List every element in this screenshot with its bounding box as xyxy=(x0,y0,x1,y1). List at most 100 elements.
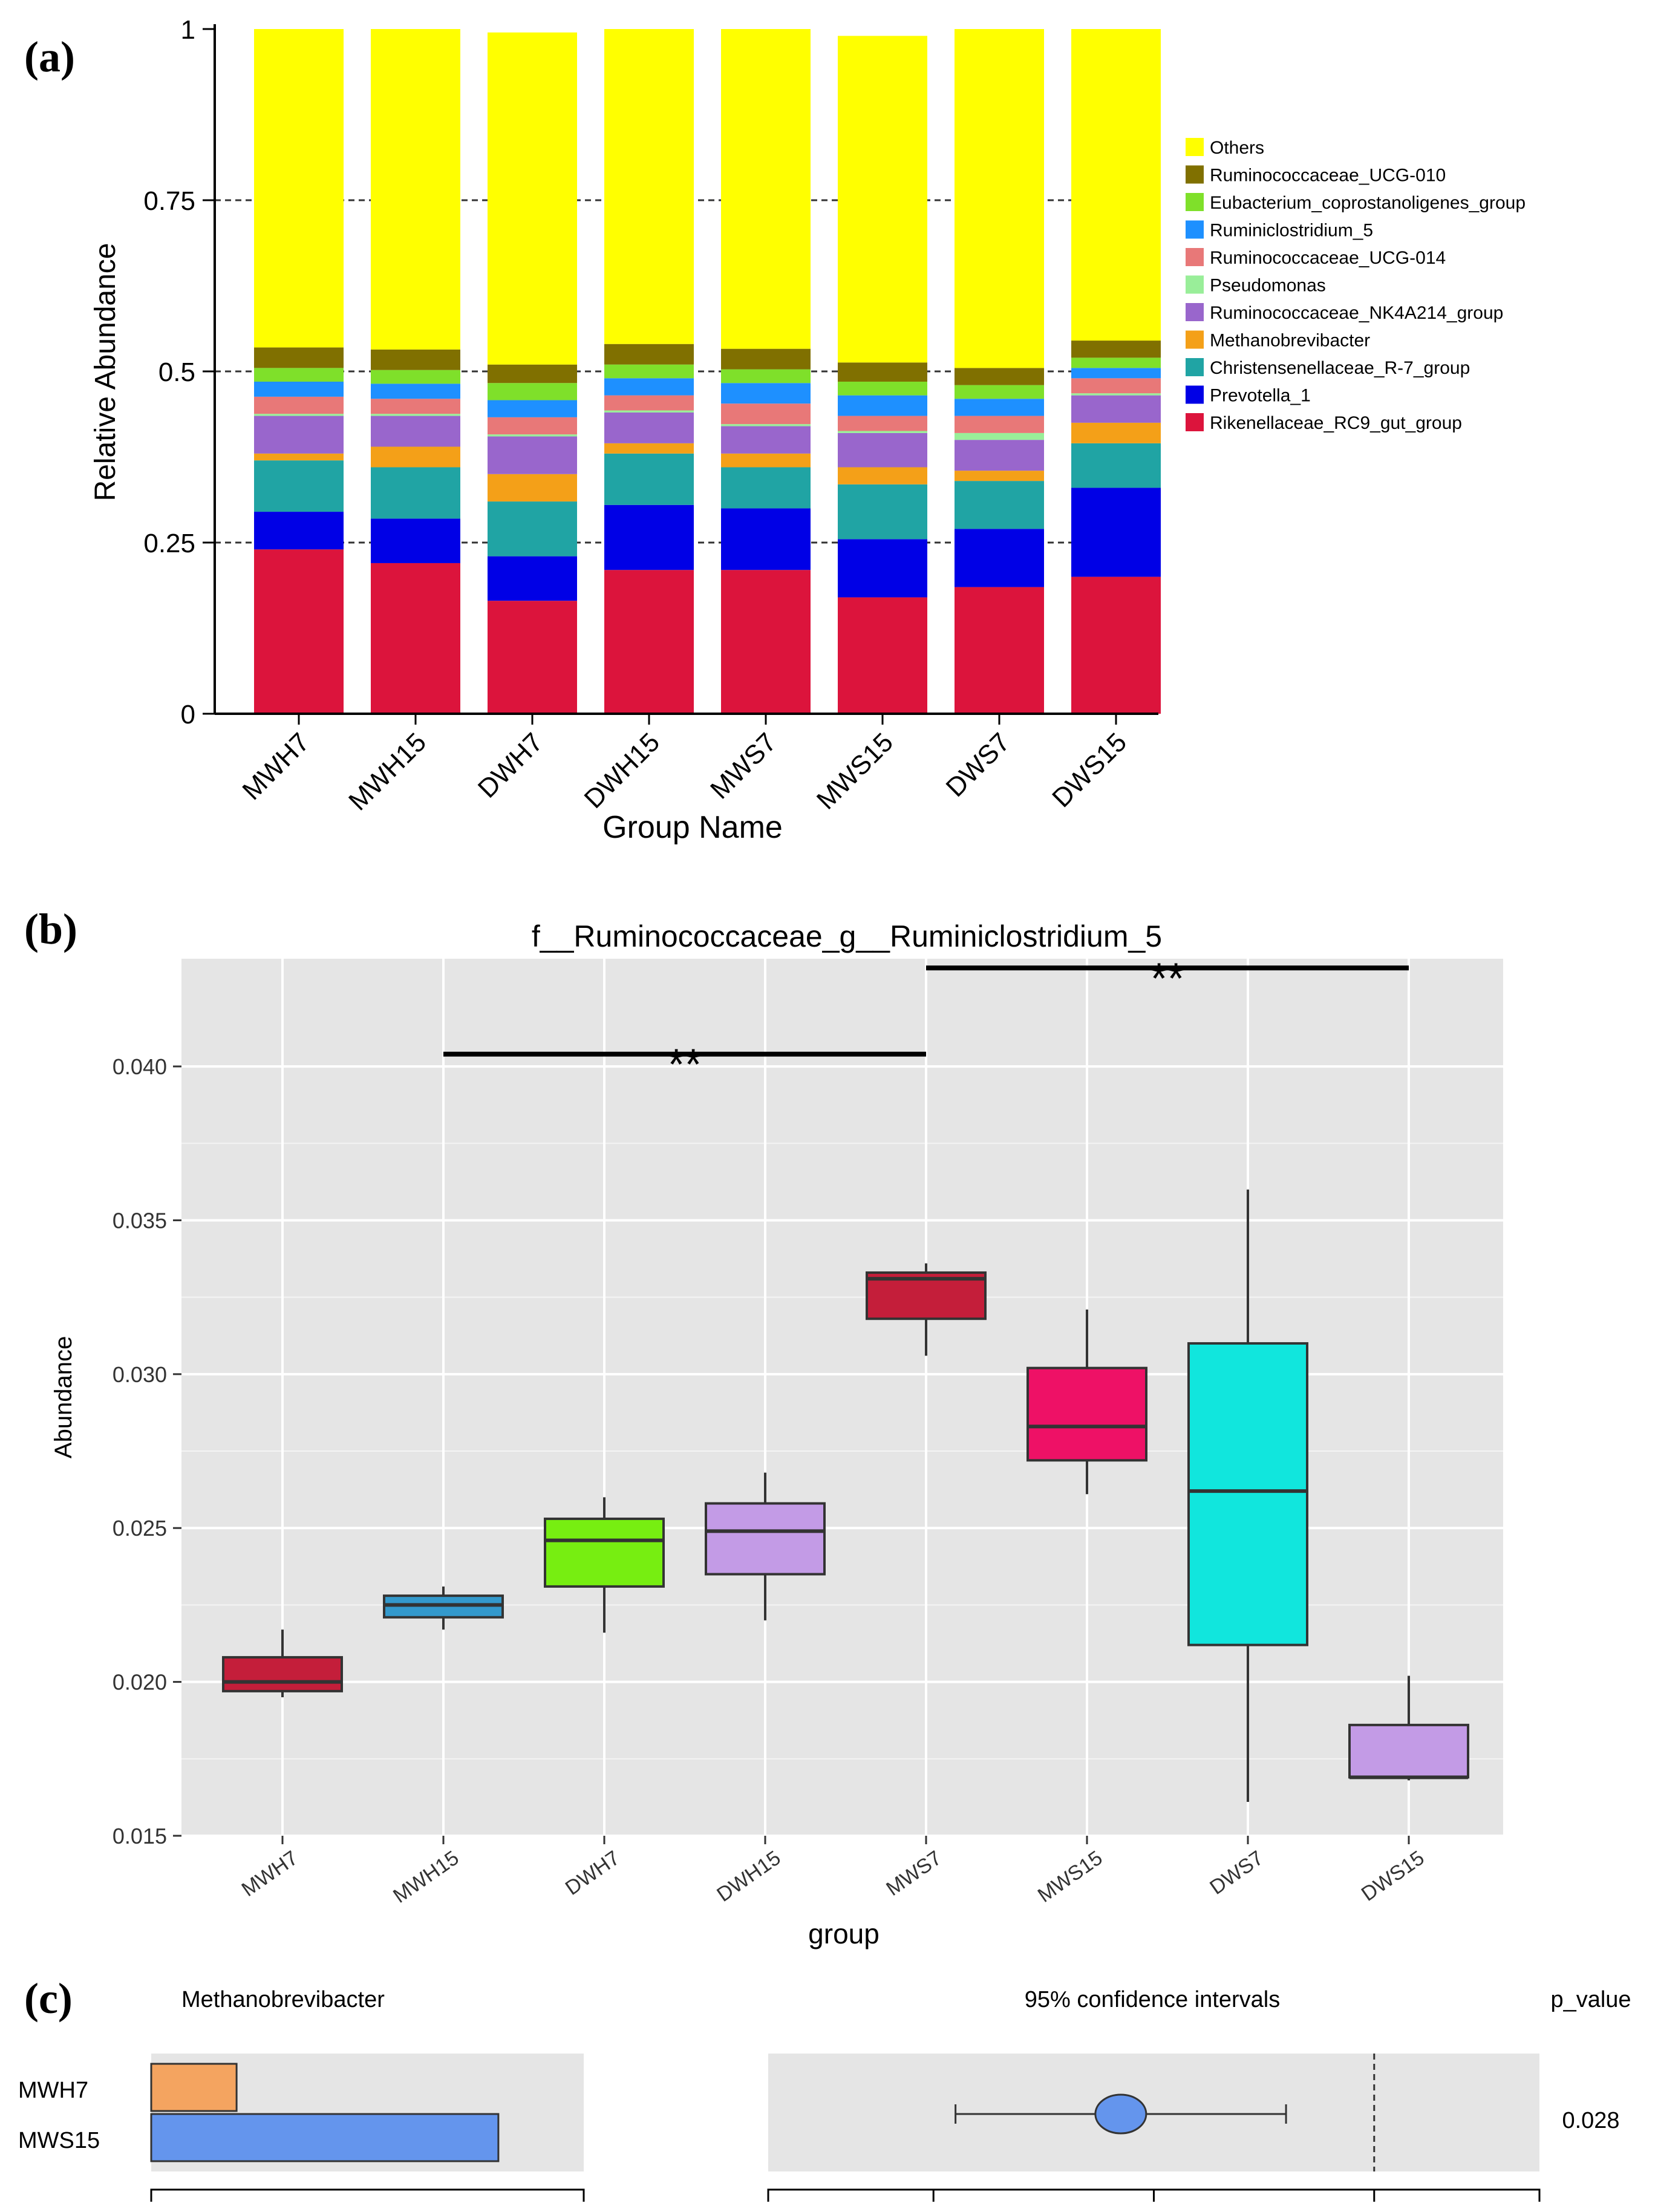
panel-a-legend-label: Methanobrevibacter xyxy=(1210,331,1370,351)
panel-b-box-mwh7 xyxy=(222,1656,343,1692)
panel-a-legend-swatch xyxy=(1186,193,1204,211)
panel-a-bar-segment xyxy=(955,529,1044,587)
panel-b-box-dwh15 xyxy=(705,1502,826,1576)
panel-a-legend-swatch xyxy=(1186,358,1204,376)
panel-a-legend-swatch xyxy=(1186,138,1204,156)
panel-c-title: Methanobrevibacter xyxy=(181,1987,385,2012)
panel-a-stacked-bar-chart: (a) 0 0.25 0.5 0.75 1 MWH7 MWH15 DWH7 DWH15 MWS7… xyxy=(24,15,1526,845)
panel-a-y-axis-label: Relative Abundance xyxy=(90,243,122,501)
panel-a-bar-segment xyxy=(371,518,460,563)
panel-a-bar-segment xyxy=(488,434,577,437)
panel-a-bar-segment xyxy=(955,416,1044,433)
panel-a-legend-swatch xyxy=(1186,413,1204,431)
panel-a-bar-segment xyxy=(604,570,694,714)
panel-c-confidence-interval xyxy=(955,2054,1376,2171)
panel-a-bar-segment xyxy=(838,431,927,433)
panel-a-legend-swatch xyxy=(1186,385,1204,404)
panel-b-y-tick-label: 0.040 xyxy=(113,1054,167,1079)
panel-b-x-tick-label: DWH7 xyxy=(561,1846,624,1900)
panel-a-bar-segment xyxy=(1071,368,1161,379)
panel-a-y-tick-label: 0.75 xyxy=(143,186,195,216)
panel-a-bar-segment xyxy=(254,416,344,454)
panel-a-x-tick-label: DWS15 xyxy=(1046,727,1132,813)
panel-a-bar-segment xyxy=(254,549,344,714)
panel-a-x-ticks: MWH7 MWH15 DWH7 DWH15 MWS7 MWS15 DWS7 DWS15 xyxy=(237,714,1132,816)
panel-a-bar-segment xyxy=(1071,378,1161,394)
panel-a-bar-segment xyxy=(254,29,344,348)
panel-a-bar-segment xyxy=(254,347,344,368)
panel-a-bar-segment xyxy=(955,29,1044,368)
panel-a-bar-segment xyxy=(604,443,694,454)
panel-a-legend-label: Prevotella_1 xyxy=(1210,386,1311,406)
panel-a-x-tick-label: DWS7 xyxy=(941,727,1016,803)
panel-c-ci-background xyxy=(768,2054,1539,2171)
panel-a-bar-segment xyxy=(604,29,694,344)
panel-b-title: f__Ruminococcaceae_g__Ruminiclostridium_… xyxy=(532,919,1162,953)
panel-a-y-tick-label: 0.25 xyxy=(143,529,195,558)
panel-a-bar-segment xyxy=(1071,393,1161,396)
panel-a-bar-segment xyxy=(371,414,460,416)
panel-a-bar-segment xyxy=(721,348,811,370)
panel-a-bar-segment xyxy=(838,381,927,396)
panel-a-bar-segment xyxy=(838,395,927,416)
panel-a-bar-segment xyxy=(254,453,344,461)
panel-a-legend-label: Pseudomonas xyxy=(1210,276,1326,296)
panel-b-x-ticks: MWH7 MWH15 DWH7 DWH15 MWS7 MWS15 DWS7 DWS15 xyxy=(238,1836,1429,1908)
panel-a-legend-label: Ruminococcaceae_UCG-010 xyxy=(1210,166,1446,186)
panel-a-bar-segment xyxy=(254,512,344,550)
panel-c-bar-mws15 xyxy=(150,2113,500,2162)
panel-a-bar-segment xyxy=(488,383,577,400)
panel-a-bar-segment xyxy=(1071,29,1161,341)
panel-b-significance-stars: ** xyxy=(1150,954,1184,1003)
panel-b-x-tick-label: MWS7 xyxy=(882,1846,945,1900)
panel-a-legend-label: Ruminiclostridium_5 xyxy=(1210,221,1373,241)
panel-a-bar-segment xyxy=(1071,341,1161,358)
panel-a-legend-swatch xyxy=(1186,303,1204,321)
panel-a-bar-segment xyxy=(371,370,460,384)
panel-b-y-tick-label: 0.020 xyxy=(113,1670,167,1695)
panel-a-y-tick-label: 0.5 xyxy=(158,357,195,387)
panel-a-bar-segment xyxy=(838,467,927,484)
panel-b-y-axis-label: Abundance xyxy=(50,1336,77,1458)
panel-a-bar-segment xyxy=(955,481,1044,529)
panel-c-estimate-point xyxy=(1094,2093,1147,2135)
panel-a-y-tick-label: 0 xyxy=(181,700,195,729)
panel-a-bar-segment xyxy=(1071,357,1161,368)
panel-a-x-tick-label: MWS15 xyxy=(811,727,899,815)
panel-a-bar-segment xyxy=(721,453,811,468)
panel-a-bar-segment xyxy=(254,414,344,416)
panel-a-legend-label: Eubacterium_coprostanoligenes_group xyxy=(1210,193,1526,213)
panel-a-legend-label: Others xyxy=(1210,138,1264,158)
panel-b-x-axis-label: group xyxy=(808,1918,880,1949)
panel-a-bar-segment xyxy=(955,440,1044,471)
panel-c-pvalue-header: p_value xyxy=(1550,1987,1631,2012)
panel-a-bar-segment xyxy=(488,474,577,502)
panel-a-bar-segment xyxy=(1071,395,1161,423)
panel-a-bar-segment xyxy=(721,508,811,570)
panel-a-bar-segment xyxy=(955,471,1044,481)
panel-c-group-label: MWH7 xyxy=(18,2078,88,2103)
panel-c-bar-x-axis xyxy=(150,2188,585,2202)
panel-a-legend-label: Christensenellaceae_R-7_group xyxy=(1210,358,1470,378)
panel-a-bar-segment xyxy=(721,424,811,426)
panel-a-bar-segment xyxy=(721,467,811,509)
panel-b-x-tick-label: DWS7 xyxy=(1206,1846,1267,1899)
panel-a-legend-swatch xyxy=(1186,275,1204,294)
panel-b-y-tick-label: 0.015 xyxy=(113,1824,167,1848)
panel-c-ci-title: 95% confidence intervals xyxy=(1025,1987,1280,2012)
panel-a-bar-segment xyxy=(254,381,344,397)
panel-a-bar-segment xyxy=(488,436,577,474)
panel-b-y-ticks: 0.015 0.020 0.025 0.030 0.035 0.040 xyxy=(113,1054,181,1848)
panel-a-bar-segment xyxy=(254,368,344,382)
panel-b-box-mws15 xyxy=(1026,1366,1147,1462)
panel-b-x-tick-label: DWS15 xyxy=(1357,1846,1429,1905)
panel-a-bar-segment xyxy=(604,504,694,570)
panel-a-bar-segment xyxy=(488,364,577,383)
panel-b-y-tick-label: 0.030 xyxy=(113,1362,167,1387)
panel-a-legend-swatch xyxy=(1186,165,1204,184)
panel-b-y-tick-label: 0.035 xyxy=(113,1208,167,1233)
panel-a-bar-segment xyxy=(955,432,1044,440)
panel-a-bar-segment xyxy=(254,460,344,512)
panel-b-box-dws7 xyxy=(1187,1342,1308,1646)
panel-a-bars xyxy=(254,29,1161,714)
